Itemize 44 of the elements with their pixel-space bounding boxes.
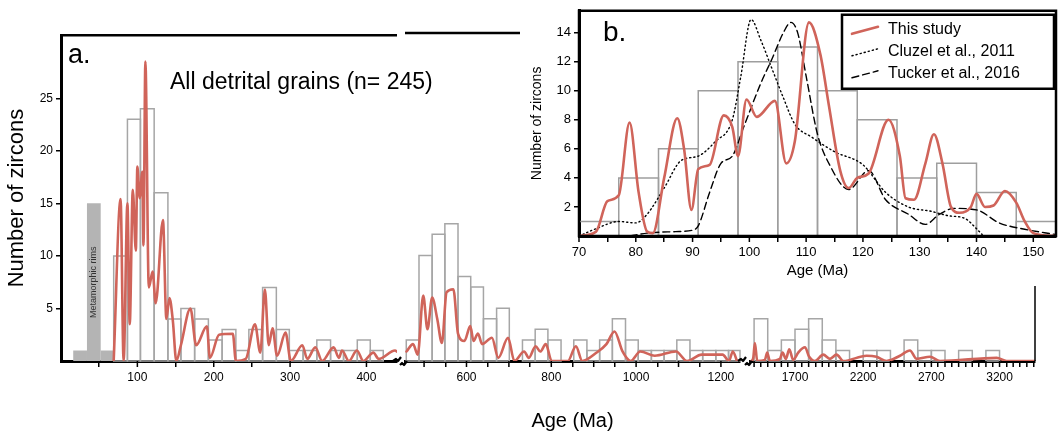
y-tick-label: 20 <box>39 143 54 158</box>
legend-label: This study <box>888 20 961 38</box>
x-tick-label: 70 <box>571 244 587 260</box>
x-axis-title: Age (Ma) <box>531 408 614 431</box>
annotation: a. <box>68 39 91 69</box>
y-tick-label: 6 <box>563 140 571 156</box>
x-tick-label: 400 <box>356 369 377 384</box>
x-tick-label: 110 <box>795 244 817 260</box>
x-tick-label: 100 <box>127 369 148 384</box>
x-tick-label: 90 <box>685 244 700 260</box>
legend-label: Cluzel et al., 2011 <box>888 42 1015 60</box>
x-tick-label: 130 <box>908 244 931 260</box>
x-tick-label: 2200 <box>849 369 877 384</box>
x-tick-label: 100 <box>738 244 761 260</box>
x-axis-title: Age (Ma) <box>786 261 849 279</box>
y-axis-title: Number of zircons <box>3 108 29 288</box>
x-tick-label: 1000 <box>622 369 650 384</box>
y-tick-label: 25 <box>39 90 54 105</box>
y-tick-label: 12 <box>556 53 571 69</box>
x-tick-label: 1700 <box>781 369 809 384</box>
y-tick-label: 2 <box>563 198 571 214</box>
x-tick-label: 140 <box>965 244 988 260</box>
x-tick-label: 300 <box>280 369 301 384</box>
y-axis-title: Number of zircons <box>528 66 545 181</box>
x-tick-label: 1200 <box>707 369 735 384</box>
x-tick-label: 200 <box>203 369 225 384</box>
x-tick-label: 600 <box>456 369 477 384</box>
x-tick-label: 2700 <box>918 369 946 384</box>
series-label: Metamorphic rims <box>88 245 99 318</box>
x-tick-label: 3200 <box>986 369 1014 384</box>
y-tick-label: 10 <box>39 248 54 263</box>
x-tick-label: 150 <box>1022 244 1045 260</box>
y-tick-label: 10 <box>556 82 571 98</box>
x-tick-label: 120 <box>852 244 874 260</box>
annotation: b. <box>603 16 627 47</box>
x-tick-label: 800 <box>541 369 562 384</box>
legend-label: Tucker et al., 2016 <box>888 64 1021 82</box>
x-tick-label: 80 <box>628 244 644 260</box>
y-tick-label: 8 <box>563 111 571 127</box>
y-tick-label: 14 <box>556 24 571 40</box>
y-tick-label: 15 <box>39 195 54 210</box>
annotation: All detrital grains (n= 245) <box>170 68 433 94</box>
y-tick-label: 4 <box>563 169 571 185</box>
y-tick-label: 5 <box>46 300 54 315</box>
